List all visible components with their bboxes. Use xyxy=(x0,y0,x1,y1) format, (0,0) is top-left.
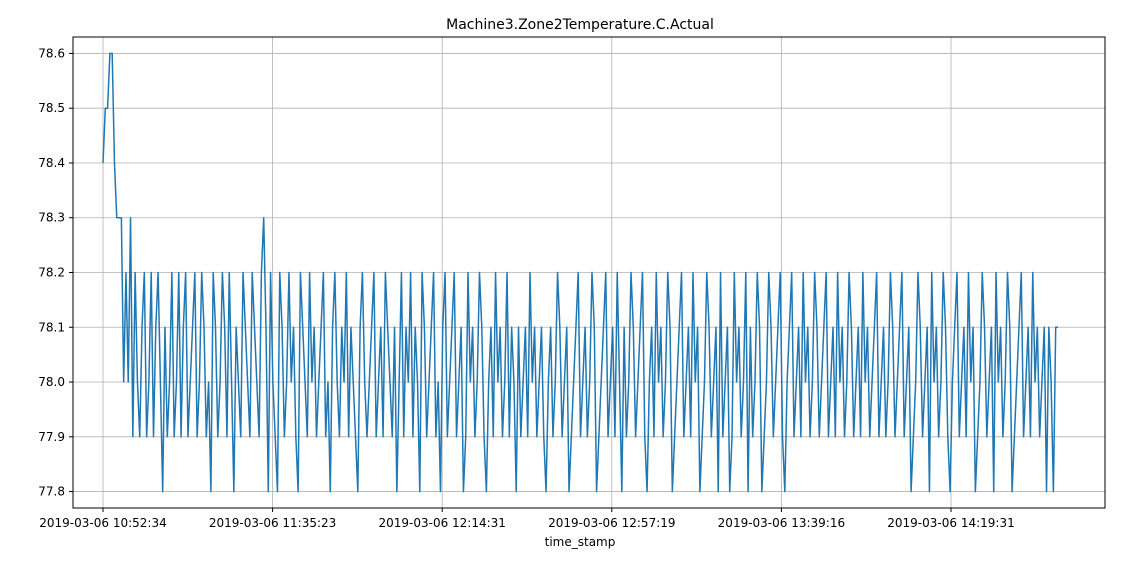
y-tick-label: 77.8 xyxy=(38,485,65,499)
y-tick-label: 77.9 xyxy=(38,430,65,444)
y-tick-label: 78.6 xyxy=(38,46,65,60)
chart-title: Machine3.Zone2Temperature.C.Actual xyxy=(446,17,714,33)
plot-frame xyxy=(72,36,1106,509)
y-tick-label: 78.1 xyxy=(38,320,65,334)
x-tick-label: 2019-03-06 11:35:23 xyxy=(209,516,336,530)
x-tick-label: 2019-03-06 12:14:31 xyxy=(378,516,505,530)
y-tick-label: 78.2 xyxy=(38,266,65,280)
x-tick-label: 2019-03-06 10:52:34 xyxy=(39,516,166,530)
y-tick-label: 78.5 xyxy=(38,101,65,115)
x-axis: 2019-03-06 10:52:34 2019-03-06 11:35:23 20… xyxy=(39,508,1015,530)
y-tick-label: 78.4 xyxy=(38,156,65,170)
x-tick-label: 2019-03-06 12:57:19 xyxy=(548,516,675,530)
x-tick-label: 2019-03-06 14:19:31 xyxy=(887,516,1014,530)
temperature-series-line xyxy=(102,52,1058,493)
y-tick-label: 78.3 xyxy=(38,211,65,225)
y-tick-label: 78.0 xyxy=(38,375,65,389)
x-tick-label: 2019-03-06 13:39:16 xyxy=(718,516,845,530)
grid-lines xyxy=(73,37,1105,508)
plot-series xyxy=(102,52,1058,493)
x-axis-label: time_stamp xyxy=(545,535,616,549)
y-axis: 77.8 77.9 78.0 78.1 78.2 78.3 78.4 78.5 78.6 xyxy=(38,46,73,499)
